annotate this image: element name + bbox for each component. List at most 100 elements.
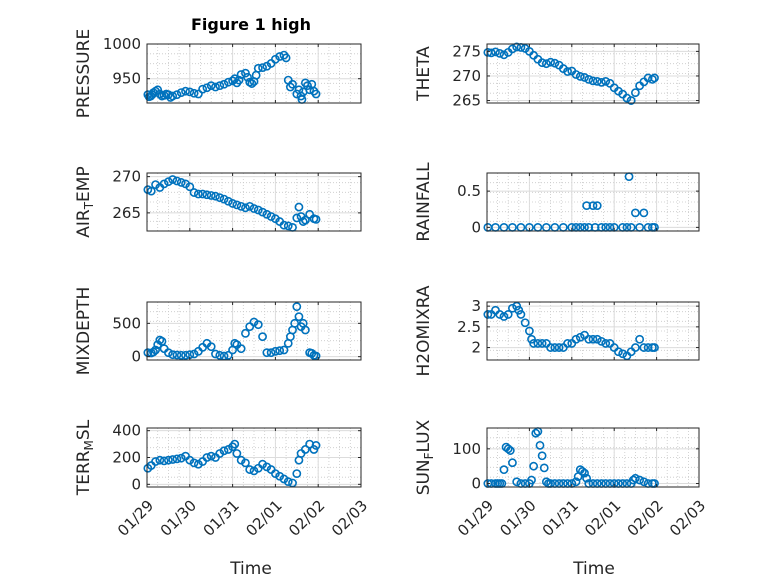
y-tick-label: 400 (112, 422, 141, 440)
data-point (597, 77, 606, 87)
data-point (491, 47, 500, 57)
data-point (211, 191, 220, 201)
data-point (232, 449, 242, 458)
data-point (223, 77, 233, 87)
data-point (149, 347, 158, 357)
data-point (153, 85, 163, 95)
data-point (575, 72, 585, 81)
data-point (505, 446, 515, 455)
data-point (206, 81, 216, 91)
data-point (643, 343, 653, 352)
data-point (193, 189, 203, 199)
data-point (626, 96, 636, 105)
y-tick-label: 500 (112, 314, 141, 332)
data-point (189, 188, 199, 197)
data-point (236, 201, 246, 211)
data-point (219, 79, 229, 89)
data-point (571, 334, 581, 344)
x-axis-label-right: Time (572, 559, 615, 579)
data-point (525, 326, 534, 336)
data-point (172, 350, 182, 360)
data-point (232, 200, 242, 210)
data-point (292, 213, 302, 223)
data-point (582, 201, 592, 211)
data-point (508, 458, 517, 468)
data-point (163, 455, 173, 465)
data-point (296, 91, 306, 101)
data-point (512, 477, 522, 487)
data-point (531, 428, 541, 438)
data-point (580, 73, 589, 82)
data-point (643, 73, 653, 83)
data-point (151, 457, 160, 466)
data-point (288, 79, 297, 89)
data-point (582, 473, 592, 483)
data-point (279, 220, 289, 230)
data-point (241, 458, 250, 468)
data-point (537, 58, 547, 68)
panel-rainfall: 0 0.5 RAINFALL (414, 162, 700, 242)
data-point (300, 325, 310, 335)
data-point (243, 72, 252, 82)
y-axis-label: SUNFLUX (414, 419, 436, 495)
data-point (303, 81, 312, 91)
data-point (176, 453, 186, 463)
data-point (185, 87, 195, 97)
data-point (592, 334, 602, 344)
y-tick-label: 2.5 (457, 318, 481, 336)
data-point (172, 176, 182, 186)
y-tick-label: 2 (471, 339, 481, 357)
data-point (292, 302, 302, 312)
data-point (529, 339, 539, 348)
data-point (292, 469, 302, 478)
data-point (597, 336, 606, 346)
data-point (283, 221, 293, 231)
data-point (168, 91, 178, 101)
axes-box (486, 172, 700, 232)
data-point (189, 458, 199, 468)
data-point (592, 201, 602, 211)
data-point (520, 318, 530, 328)
data-point (588, 334, 598, 344)
data-point (189, 88, 199, 98)
data-point (537, 339, 547, 348)
data-point (219, 194, 229, 204)
x-tick-label: 01/30 (496, 497, 539, 540)
axes-box (486, 427, 700, 488)
data-point (626, 347, 636, 357)
data-point (163, 177, 173, 187)
data-point (499, 465, 509, 475)
data-point (546, 343, 555, 352)
data-point (206, 451, 216, 461)
y-tick-label: 0.5 (457, 182, 481, 200)
data-point (503, 444, 513, 454)
data-point (563, 339, 572, 348)
y-tick-label: 0 (471, 218, 481, 236)
data-point (168, 175, 178, 184)
data-point (172, 90, 182, 100)
data-point (258, 207, 267, 217)
data-point (571, 70, 581, 79)
data-point (618, 349, 628, 359)
y-axis-label: RAINFALL (414, 162, 434, 242)
data-point (185, 182, 195, 192)
y-axis-label: THETA (414, 46, 434, 102)
figure-title: Figure 1 high (191, 15, 311, 34)
x-tick-label: 02/02 (624, 497, 667, 540)
data-point (294, 202, 304, 212)
data-point (155, 455, 165, 465)
data-point (230, 439, 240, 449)
data-point (202, 453, 212, 462)
data-point (288, 478, 297, 488)
data-point (198, 84, 208, 94)
x-tick-label: 01/31 (539, 497, 582, 540)
data-point (146, 186, 156, 196)
data-point (262, 348, 272, 358)
data-point (168, 350, 178, 360)
data-point (601, 339, 611, 348)
data-point (159, 179, 169, 189)
x-tick-label: 02/01 (581, 497, 624, 540)
data-point (639, 208, 649, 218)
data-point (512, 42, 522, 52)
